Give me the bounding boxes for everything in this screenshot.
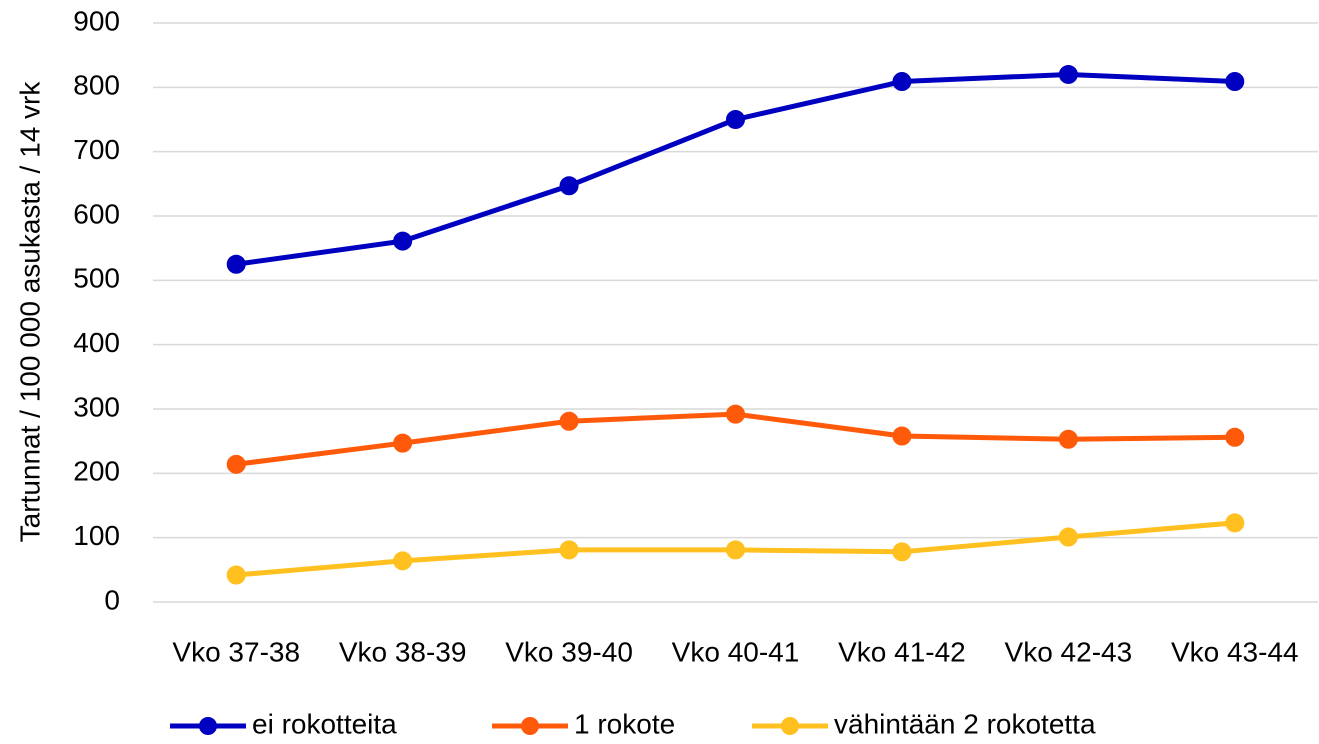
y-tick-label: 300 xyxy=(73,391,120,422)
y-tick-label: 800 xyxy=(73,70,120,101)
point xyxy=(1225,427,1245,447)
legend-marker xyxy=(781,717,799,735)
point xyxy=(726,540,745,560)
legend-label: vähintään 2 rokotetta xyxy=(834,708,1096,739)
point xyxy=(1225,72,1245,92)
series-line xyxy=(235,71,1235,267)
x-tick-label: Vko 41-42 xyxy=(838,636,966,667)
y-tick-label: 700 xyxy=(73,134,120,165)
point xyxy=(393,433,413,453)
point xyxy=(1058,527,1078,547)
y-tick-label: 0 xyxy=(104,584,120,615)
legend-label: ei rokotteita xyxy=(252,708,397,739)
y-tick-label: 500 xyxy=(73,263,120,294)
y-tick-label: 100 xyxy=(73,520,120,551)
legend-label: 1 rokote xyxy=(574,708,675,739)
x-tick-label: Vko 39-40 xyxy=(505,636,633,667)
point xyxy=(393,551,413,571)
point xyxy=(1225,513,1245,533)
y-axis-label: Tartunnat / 100 000 asukasta / 14 vrk xyxy=(14,81,45,543)
point xyxy=(226,565,246,585)
point xyxy=(1058,64,1078,84)
y-tick-label: 200 xyxy=(73,456,120,487)
point xyxy=(393,231,413,251)
x-tick-label: Vko 37-38 xyxy=(172,636,300,667)
point xyxy=(1058,429,1078,449)
point xyxy=(726,110,745,129)
x-tick-label: Vko 40-41 xyxy=(672,636,800,667)
point xyxy=(892,426,912,446)
point xyxy=(726,404,745,424)
x-tick-label: Vko 38-39 xyxy=(339,636,467,667)
point xyxy=(892,72,912,92)
x-tick-label: Vko 42-43 xyxy=(1005,636,1133,667)
legend-marker xyxy=(199,717,217,735)
y-tick-label: 400 xyxy=(73,327,120,358)
point xyxy=(559,176,579,196)
point xyxy=(226,254,246,274)
x-tick-label: Vko 43-44 xyxy=(1171,636,1299,667)
y-tick-label: 600 xyxy=(73,198,120,229)
point xyxy=(892,542,912,562)
point xyxy=(559,540,579,560)
legend-marker xyxy=(521,717,539,735)
y-tick-label: 900 xyxy=(73,5,120,36)
point xyxy=(559,411,579,431)
point xyxy=(226,454,246,474)
